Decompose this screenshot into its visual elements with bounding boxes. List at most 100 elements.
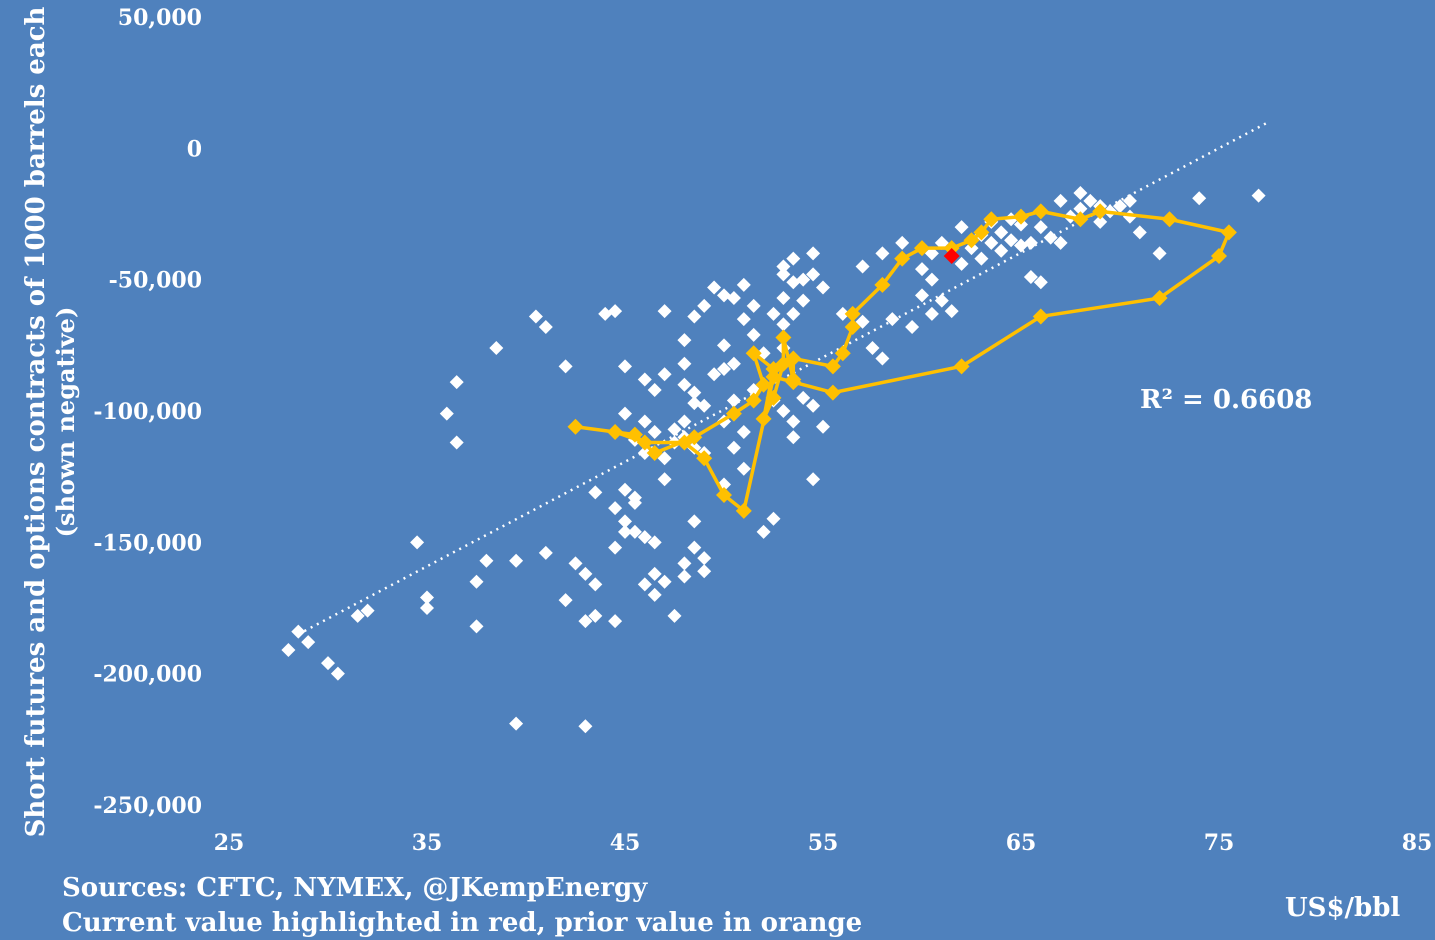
recent-data-point [745, 345, 762, 362]
trendline [297, 120, 1270, 636]
data-point [796, 272, 811, 287]
data-point [726, 440, 741, 455]
data-point [1083, 193, 1098, 208]
data-point [756, 524, 771, 539]
y-axis-ticks: 50,000 0 -50,000 -100,000 -150,000 -200,000 -2… [93, 5, 202, 819]
data-point [509, 553, 524, 568]
data-point [509, 716, 524, 731]
data-point [410, 535, 425, 550]
data-point [608, 304, 623, 319]
data-point [1043, 230, 1058, 245]
data-point [994, 225, 1009, 240]
data-point [677, 556, 692, 571]
data-point [717, 338, 731, 353]
data-point [1122, 193, 1137, 208]
data-point [449, 435, 464, 450]
recent-data-point [626, 426, 643, 443]
data-point [657, 574, 672, 589]
recent-data-point [824, 358, 841, 375]
recent-data-point [1151, 290, 1168, 307]
recent-data-point [745, 392, 762, 409]
data-point [449, 375, 464, 390]
data-point [974, 251, 989, 266]
data-point [924, 272, 939, 287]
y-tick-label: -250,000 [93, 793, 202, 819]
data-point [796, 390, 811, 405]
data-point [538, 545, 553, 560]
recent-data-point [646, 445, 663, 462]
x-tick-label: 75 [1204, 830, 1235, 856]
data-point [806, 472, 821, 487]
data-point [697, 398, 712, 413]
recent-data-point [844, 318, 861, 335]
data-point [637, 577, 652, 592]
data-point [934, 293, 949, 308]
note-text: Current value highlighted in red, prior … [62, 908, 862, 938]
data-point [707, 367, 722, 382]
data-point [677, 569, 692, 584]
data-point [588, 608, 603, 623]
data-point [677, 356, 692, 371]
data-point [1132, 225, 1147, 240]
data-point [657, 304, 672, 319]
data-point [667, 608, 682, 623]
data-point [776, 259, 791, 274]
data-point [806, 398, 821, 413]
recent-data-point [844, 305, 861, 322]
recent-data-point [834, 345, 851, 362]
recent-data-point [785, 374, 802, 391]
y-axis-label: Short futures and options contracts of 1… [21, 6, 51, 837]
data-point [647, 382, 662, 397]
data-point [915, 288, 929, 303]
data-point [558, 593, 573, 608]
data-point [1033, 275, 1048, 290]
recent-data-point [1013, 208, 1029, 225]
r-squared-label: R² = 0.6608 [1140, 385, 1312, 415]
data-point [855, 259, 870, 274]
recent-data-point [636, 434, 653, 451]
recent-data-point [785, 350, 802, 367]
data-point [687, 540, 702, 555]
data-point [1152, 246, 1167, 261]
data-point [766, 306, 781, 321]
recent-data-point [824, 384, 841, 401]
data-point [439, 406, 454, 421]
data-point [420, 601, 434, 615]
data-point [479, 553, 494, 568]
current-point [943, 248, 960, 265]
data-point [905, 319, 920, 334]
data-point [924, 306, 939, 321]
data-point [291, 624, 306, 639]
data-point [647, 566, 662, 581]
recent-points [567, 203, 1237, 519]
data-point [717, 288, 731, 303]
recent-data-point [716, 487, 732, 504]
data-point [816, 419, 830, 434]
y-axis-sublabel: (shown negative) [51, 307, 80, 538]
data-point [1073, 201, 1088, 216]
data-point [469, 619, 484, 634]
recent-data-point [973, 224, 990, 241]
data-point [816, 280, 830, 295]
sources-text: Sources: CFTC, NYMEX, @JKempEnergy [62, 873, 648, 903]
data-point [875, 246, 890, 261]
data-point [954, 220, 969, 235]
x-tick-label: 85 [1402, 830, 1433, 856]
recent-data-point [1032, 203, 1049, 220]
data-point [746, 327, 761, 342]
recent-data-point [1211, 248, 1227, 265]
data-point [1053, 193, 1068, 208]
data-point [578, 719, 593, 734]
data-point [618, 482, 632, 497]
data-point [786, 430, 801, 445]
data-point [489, 340, 504, 355]
data-point [618, 406, 632, 421]
data-point [806, 246, 821, 261]
data-point [330, 666, 345, 681]
data-point [697, 298, 712, 313]
data-point [301, 635, 316, 650]
data-point [746, 298, 761, 313]
data-point [360, 603, 375, 618]
recent-data-point [1220, 224, 1237, 241]
